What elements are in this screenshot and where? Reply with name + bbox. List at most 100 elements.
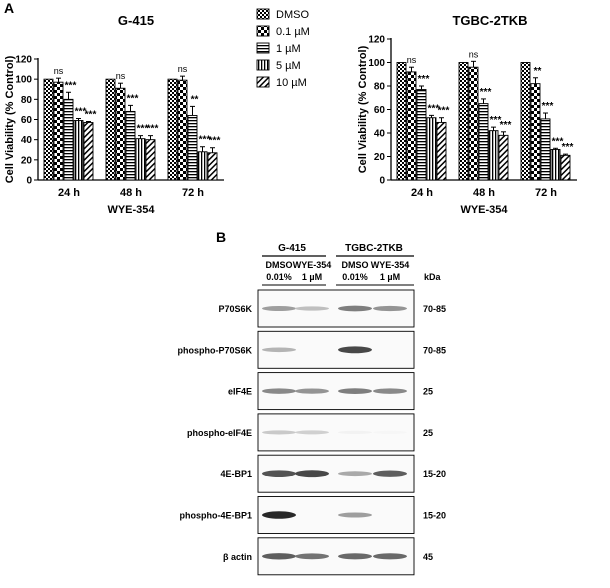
y-tick-label: 0 [379,176,385,187]
blot-band [262,470,296,478]
blot-band [338,553,372,560]
y-tick-label: 20 [374,152,386,163]
blot-row-label: phospho-4E-BP1 [179,511,252,521]
x-tick-label: 72 h [535,187,557,199]
y-tick-label: 20 [21,155,33,166]
bar [115,87,126,181]
bar [426,117,437,181]
panel-a-label: A [4,0,14,16]
blot-kda: 15-20 [423,511,446,521]
significance-label: *** [480,87,492,98]
blot-band [262,305,296,312]
bar [416,89,427,181]
lane-dose: 1 µM [302,272,322,282]
significance-label: *** [438,106,450,117]
lane-dose: 1 µM [380,272,400,282]
lane-dose: 0.01% [266,272,292,282]
bar [105,78,116,181]
bar [135,138,146,181]
chart-title: G-415 [118,13,154,28]
x-axis-label: WYE-354 [460,204,508,216]
significance-label: *** [137,124,149,135]
significance-label: ns [407,55,417,65]
bar [560,154,571,181]
blot-band [262,430,296,435]
significance-label: *** [542,101,554,112]
blot-band [262,388,296,394]
blot-band [262,347,296,353]
legend-label: 10 µM [276,77,307,89]
bar [187,115,198,181]
y-tick-label: 60 [374,105,386,116]
significance-label: ns [116,71,126,81]
blot-band [295,306,329,311]
blot-band [338,305,372,312]
bar [197,151,208,181]
bar [498,134,509,181]
blot-band [338,346,372,354]
x-axis-label: WYE-354 [107,204,155,216]
significance-label: ** [191,94,199,105]
blot-row-label: phospho-P70S6K [177,345,252,355]
significance-label: *** [85,110,97,121]
chart-title: TGBC-2TKB [452,13,527,28]
significance-label: ns [54,66,64,76]
bar [63,98,74,181]
significance-label: *** [65,80,77,91]
y-tick-label: 80 [374,82,386,93]
bar [145,139,156,181]
bar [478,103,489,181]
y-tick-label: 0 [26,176,32,187]
legend-label: 5 µM [276,60,301,72]
y-tick-label: 40 [21,135,33,146]
blot-row-label: P70S6K [218,304,252,314]
blot-row-label: β actin [223,552,252,562]
blot-kda: 25 [423,428,433,438]
significance-label: *** [199,135,211,146]
lane-dose: 0.01% [342,272,368,282]
significance-label: *** [562,142,574,153]
y-tick-label: 120 [368,35,385,46]
y-tick-label: 100 [15,75,32,86]
blot-band [373,553,407,560]
kda-header: kDa [424,272,442,282]
y-tick-label: 40 [374,129,386,140]
x-tick-label: 48 h [473,187,495,199]
bar [396,62,407,181]
blot-band [338,512,372,518]
y-tick-label: 120 [15,55,32,66]
blot-cell-line: TGBC-2TKB [345,243,403,254]
blot-band [373,305,407,312]
legend-swatch [256,76,270,88]
blot-row-label: 4E-BP1 [220,469,252,479]
significance-label: *** [418,74,430,85]
blot-band [262,553,296,560]
legend-swatch [256,59,270,71]
significance-label: *** [75,106,87,117]
bar [436,121,447,181]
bar [550,148,561,181]
y-axis-label: Cell Viability (% Control) [4,55,16,183]
y-axis-label: Cell Viability (% Control) [357,45,369,173]
lane-treatment: WYE-354 [293,260,332,270]
blot-band [338,430,372,435]
blot-row-label: eIF4E [228,387,252,397]
y-tick-label: 100 [368,58,385,69]
x-tick-label: 48 h [120,187,142,199]
x-tick-label: 72 h [182,187,204,199]
bar [468,66,479,181]
bar [520,62,531,181]
bar [406,71,417,181]
significance-label: *** [428,103,440,114]
legend-label: 0.1 µM [276,26,310,38]
bar [488,130,499,181]
blot-band [295,388,329,394]
bar [125,110,136,181]
legend-swatch [256,8,270,20]
significance-label: *** [209,136,221,147]
bar [43,78,54,181]
blot-band [373,470,407,477]
